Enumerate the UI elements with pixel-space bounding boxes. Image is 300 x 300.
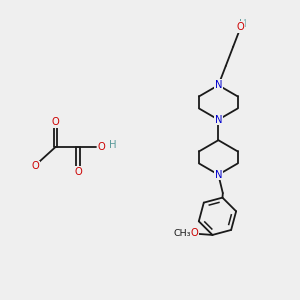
Text: N: N [214, 80, 222, 90]
Text: H: H [239, 19, 247, 29]
Text: N: N [214, 170, 222, 180]
Text: O: O [191, 229, 199, 238]
Text: CH₃: CH₃ [173, 229, 190, 238]
Text: N: N [214, 115, 222, 125]
Text: O: O [237, 22, 244, 32]
Text: O: O [32, 161, 39, 171]
Text: O: O [74, 167, 82, 177]
Text: H: H [110, 140, 117, 150]
Text: O: O [52, 117, 59, 127]
Text: O: O [98, 142, 105, 152]
